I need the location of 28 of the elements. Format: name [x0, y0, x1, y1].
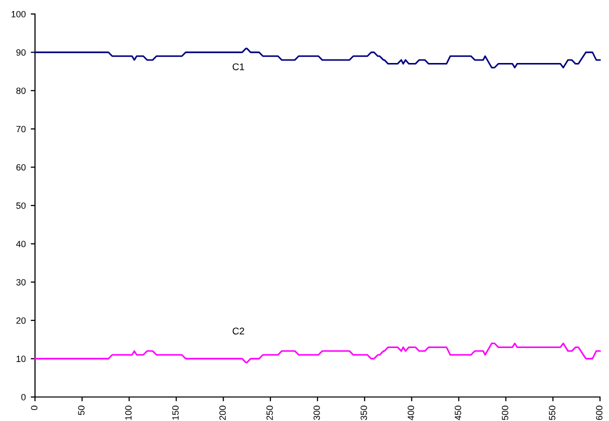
y-tick-label: 50: [16, 202, 26, 209]
line-series: [34, 48, 601, 68]
y-tick-label: 30: [16, 279, 26, 286]
x-tick-label: 200: [219, 406, 226, 420]
y-tick-label: 60: [16, 164, 26, 171]
y-tick-label: 40: [16, 240, 26, 248]
line-series: [34, 342, 601, 364]
y-tick-label: 100: [12, 10, 26, 18]
x-tick-label: 350: [360, 406, 368, 420]
y-tick-label: 20: [16, 317, 26, 324]
x-tick-label: 150: [172, 406, 179, 420]
annotation: C1: [232, 63, 244, 70]
x-tick-label: 300: [314, 406, 320, 420]
x-tick-label: 500: [502, 406, 508, 420]
x-tick-label: 400: [408, 406, 414, 420]
y-tick-label: 70: [16, 126, 26, 132]
y-tick-label: 90: [16, 49, 26, 56]
y-tick-label: 80: [16, 88, 26, 94]
x-tick-label: 250: [266, 406, 273, 420]
x-tick-label: 100: [125, 406, 132, 420]
annotation: C2: [232, 328, 244, 334]
y-tick-label: 0: [21, 394, 26, 400]
x-tick-label: 600: [596, 406, 602, 420]
x-tick-label: 0: [31, 406, 38, 410]
y-tick-label: 10: [16, 356, 26, 362]
x-tick-label: 50: [78, 406, 85, 416]
x-tick-label: 550: [548, 406, 556, 420]
x-tick-label: 450: [454, 406, 462, 420]
